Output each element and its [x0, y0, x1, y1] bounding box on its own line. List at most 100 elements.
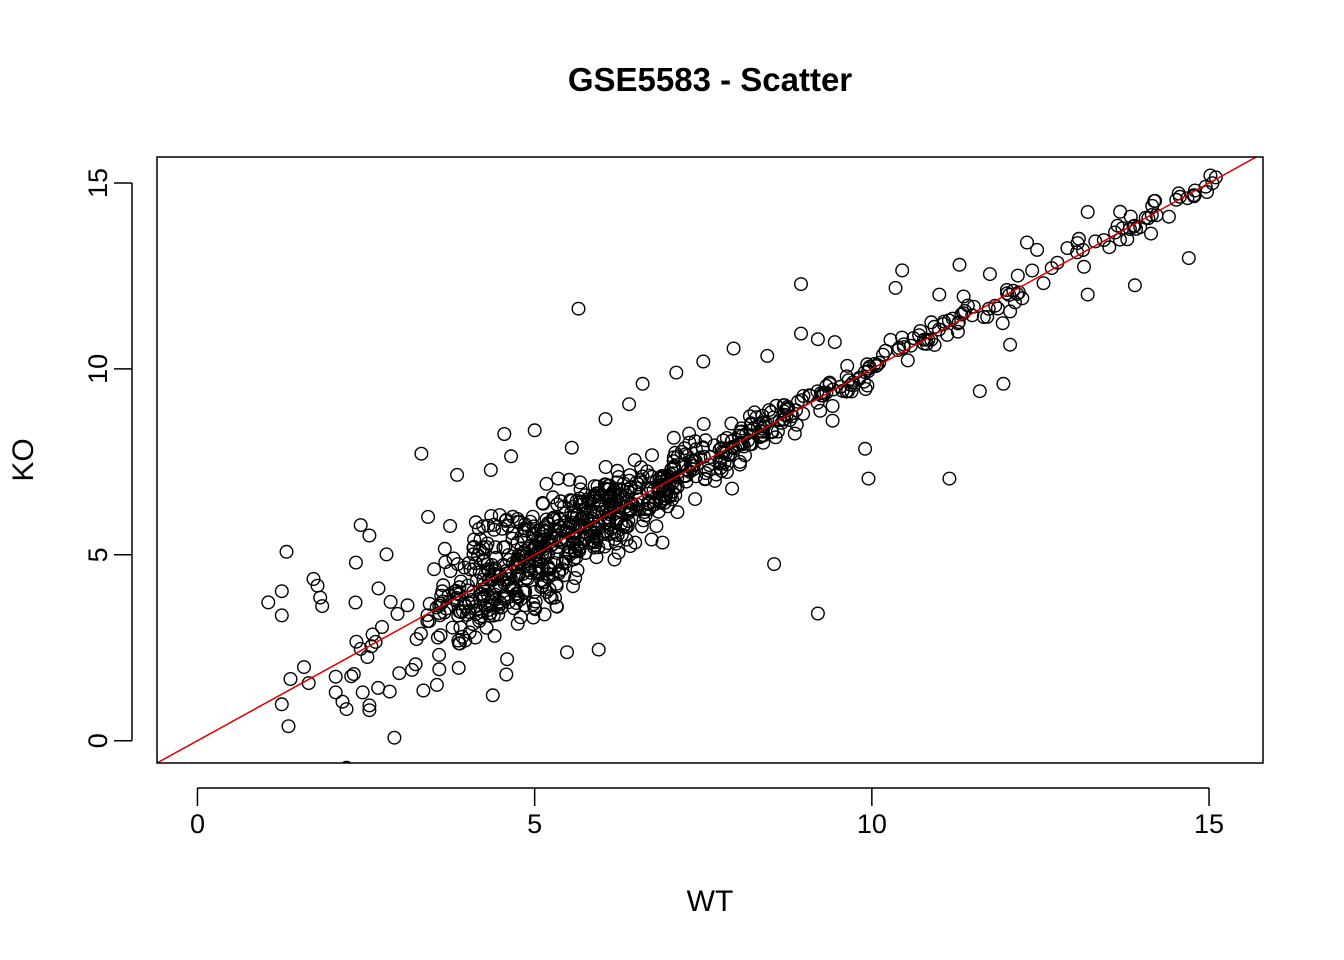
plot-frame [156, 156, 1264, 764]
data-point [382, 684, 397, 699]
data-point [698, 433, 713, 448]
data-point [353, 518, 368, 533]
data-point [452, 636, 467, 651]
data-point [603, 496, 618, 511]
data-point [1208, 170, 1223, 185]
data-point [368, 634, 383, 649]
chart-title: GSE5583 - Scatter [568, 61, 852, 98]
data-point [1060, 241, 1075, 256]
data-point [387, 730, 402, 745]
data-point [666, 430, 681, 445]
data-point [457, 560, 472, 575]
data-point [488, 580, 503, 595]
data-point [435, 584, 450, 599]
data-point [1096, 233, 1111, 248]
data-point [1010, 287, 1025, 302]
data-point [1025, 263, 1040, 278]
data-point [297, 660, 312, 675]
data-point [827, 335, 842, 350]
data-point [467, 532, 482, 547]
data-point [942, 471, 957, 486]
data-point [437, 541, 452, 556]
data-point [825, 413, 840, 428]
data-point [586, 504, 601, 519]
data-point [422, 614, 437, 629]
data-point [557, 568, 572, 583]
data-point [707, 473, 722, 488]
data-point [572, 543, 587, 558]
data-point [810, 332, 825, 347]
data-point [669, 365, 684, 380]
data-point [527, 423, 542, 438]
data-point [362, 698, 377, 713]
data-point [725, 481, 740, 496]
data-point [487, 628, 502, 643]
data-point [422, 596, 437, 611]
data-point [844, 384, 859, 399]
data-point [572, 495, 587, 510]
data-point [501, 548, 516, 563]
data-point [400, 598, 415, 613]
data-point [903, 338, 918, 353]
data-point [645, 448, 660, 463]
data-point [432, 647, 447, 662]
data-point [622, 397, 637, 412]
data-point [432, 662, 447, 677]
data-point [558, 532, 573, 547]
data-point [571, 301, 586, 316]
data-point [743, 423, 758, 438]
data-point [610, 475, 625, 490]
data-point [526, 597, 541, 612]
data-point [566, 579, 581, 594]
data-point [535, 496, 550, 511]
data-point [629, 481, 644, 496]
data-point [469, 607, 484, 622]
data-point [1076, 259, 1091, 274]
y-tick-label: 5 [83, 547, 113, 562]
data-point [1102, 240, 1117, 255]
data-point [481, 564, 496, 579]
data-point [597, 539, 612, 554]
data-point [982, 267, 997, 282]
data-point [530, 533, 545, 548]
data-point [598, 412, 613, 427]
data-point [492, 594, 507, 609]
data-point [528, 594, 543, 609]
data-point [622, 503, 637, 518]
data-point [876, 347, 891, 362]
data-point [716, 433, 731, 448]
data-point [607, 532, 622, 547]
data-point [568, 571, 583, 586]
data-point [473, 611, 488, 626]
y-axis-title: KO [7, 438, 40, 481]
data-point [429, 677, 444, 692]
data-point [484, 595, 499, 610]
data-point [976, 310, 991, 325]
data-point [542, 589, 557, 604]
data-point [371, 680, 386, 695]
data-point [1161, 209, 1176, 224]
data-point [988, 298, 1003, 313]
data-point [924, 315, 939, 330]
data-point [510, 616, 525, 631]
data-point [1120, 232, 1135, 247]
data-point [487, 587, 502, 602]
data-point [624, 480, 639, 495]
data-point [598, 460, 613, 475]
data-point [932, 287, 947, 302]
data-point [940, 327, 955, 342]
data-point [597, 525, 612, 540]
data-point [562, 472, 577, 487]
data-point [1127, 278, 1142, 293]
data-point [857, 365, 872, 380]
data-point [670, 505, 685, 520]
data-point [1148, 193, 1163, 208]
data-point [496, 540, 511, 555]
data-point [670, 470, 685, 485]
data-point [1020, 235, 1035, 250]
data-point [505, 526, 520, 541]
data-point [514, 529, 529, 544]
data-point [655, 535, 670, 550]
data-point [586, 490, 601, 505]
